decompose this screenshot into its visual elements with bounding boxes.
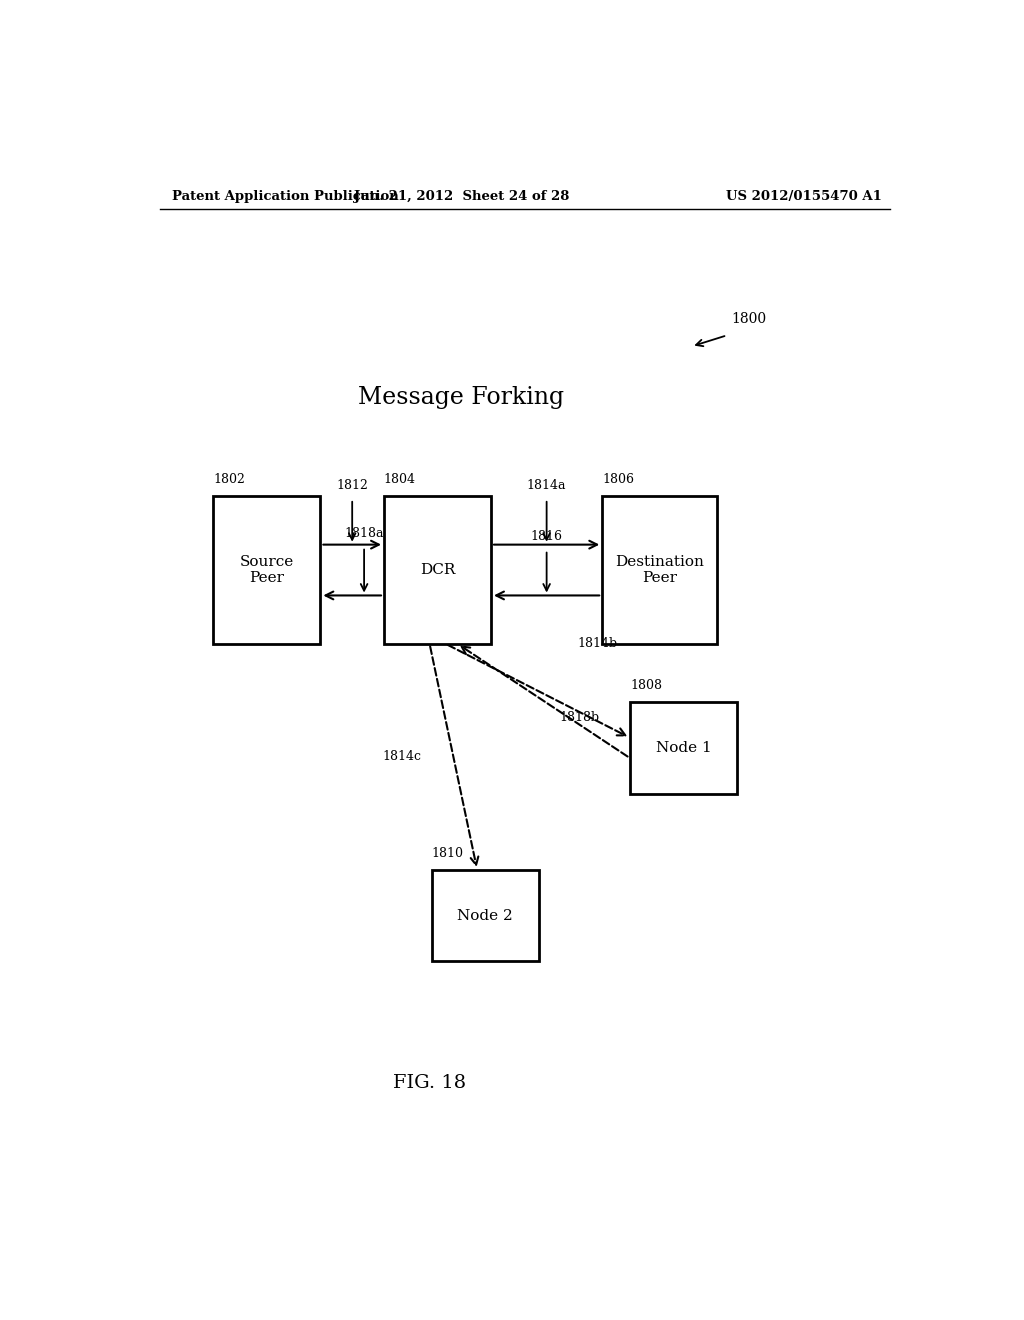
Bar [213,496,321,644]
Text: DCR: DCR [420,564,456,577]
Text: FIG. 18: FIG. 18 [393,1074,466,1093]
Text: 1812: 1812 [336,479,369,492]
Text: 1814a: 1814a [527,479,566,492]
Text: 1814b: 1814b [578,638,617,649]
Bar [384,496,492,644]
Text: 1814c: 1814c [382,750,421,763]
Bar [630,702,737,793]
Text: Message Forking: Message Forking [358,385,564,409]
Text: Patent Application Publication: Patent Application Publication [172,190,398,202]
Text: 1806: 1806 [602,473,634,486]
Text: 1808: 1808 [630,678,662,692]
Text: US 2012/0155470 A1: US 2012/0155470 A1 [726,190,882,202]
Text: Node 2: Node 2 [458,908,513,923]
Bar [431,870,539,961]
Text: 1800: 1800 [731,312,766,326]
Text: 1818a: 1818a [344,527,384,540]
Text: Source
Peer: Source Peer [240,554,294,585]
Text: Node 1: Node 1 [655,741,712,755]
Text: Jun. 21, 2012  Sheet 24 of 28: Jun. 21, 2012 Sheet 24 of 28 [353,190,569,202]
Text: 1818b: 1818b [559,711,600,725]
Text: 1804: 1804 [384,473,416,486]
Text: Destination
Peer: Destination Peer [615,554,705,585]
Bar [602,496,717,644]
Text: 1816: 1816 [530,529,562,543]
Text: 1810: 1810 [431,846,464,859]
Text: 1802: 1802 [213,473,245,486]
